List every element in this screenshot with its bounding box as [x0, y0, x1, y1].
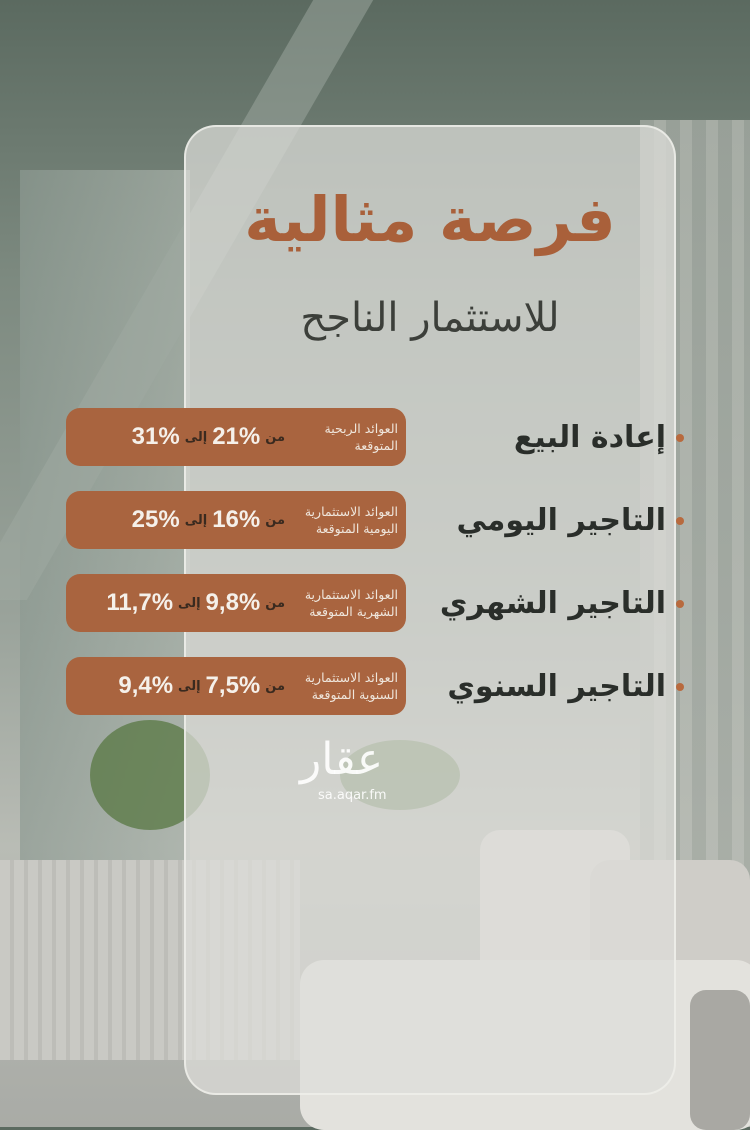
- strategy-label: التاجير اليومي: [456, 502, 666, 538]
- return-row: العوائد الربحية المتوقعة من 21% إلى 31% …: [66, 408, 688, 466]
- return-row: العوائد الاستثمارية اليومية المتوقعة من …: [66, 491, 688, 549]
- strategy-label: التاجير السنوي: [447, 668, 666, 704]
- bullet-icon: [676, 517, 684, 525]
- from-value: 16%: [212, 506, 261, 533]
- from-value: 7,5%: [205, 672, 261, 699]
- bullet-icon: [676, 600, 684, 608]
- strategy-label: التاجير الشهري: [439, 585, 666, 621]
- watermark-url: sa.aqar.fm: [318, 788, 387, 803]
- bullet-icon: [676, 434, 684, 442]
- return-badge: العوائد الاستثمارية السنوية المتوقعة من …: [66, 657, 406, 715]
- from-connector: من: [265, 512, 285, 528]
- to-connector: إلى: [178, 595, 201, 611]
- return-row: العوائد الاستثمارية السنوية المتوقعة من …: [66, 657, 688, 715]
- to-connector: إلى: [184, 429, 208, 445]
- return-badge: العوائد الاستثمارية الشهرية المتوقعة من …: [66, 574, 406, 632]
- return-badge: العوائد الاستثمارية اليومية المتوقعة من …: [66, 491, 406, 549]
- from-value: 21%: [212, 423, 261, 450]
- from-connector: من: [265, 595, 285, 611]
- return-badge: العوائد الربحية المتوقعة من 21% إلى 31%: [66, 408, 406, 466]
- to-value: 31%: [131, 423, 180, 450]
- return-row: العوائد الاستثمارية الشهرية المتوقعة من …: [66, 574, 688, 632]
- watermark-logo: عقار: [300, 734, 384, 785]
- from-value: 9,8%: [205, 589, 261, 616]
- badge-label: العوائد الاستثمارية السنوية المتوقعة: [304, 670, 398, 702]
- badge-label: العوائد الاستثمارية اليومية المتوقعة: [304, 504, 398, 536]
- to-connector: إلى: [184, 512, 208, 528]
- from-connector: من: [265, 429, 285, 445]
- to-value: 9,4%: [118, 672, 174, 699]
- strategy-label: إعادة البيع: [513, 419, 666, 455]
- badge-label: العوائد الربحية المتوقعة: [324, 421, 398, 453]
- from-connector: من: [265, 678, 285, 694]
- bullet-icon: [676, 683, 684, 691]
- background-sofa: [690, 990, 750, 1130]
- to-value: 11,7%: [106, 589, 174, 616]
- headline: فرصة مثالية: [244, 183, 616, 256]
- to-connector: إلى: [178, 678, 201, 694]
- subheadline: للاستثمار الناجح: [300, 295, 560, 341]
- badge-label: العوائد الاستثمارية الشهرية المتوقعة: [304, 587, 398, 619]
- to-value: 25%: [131, 506, 180, 533]
